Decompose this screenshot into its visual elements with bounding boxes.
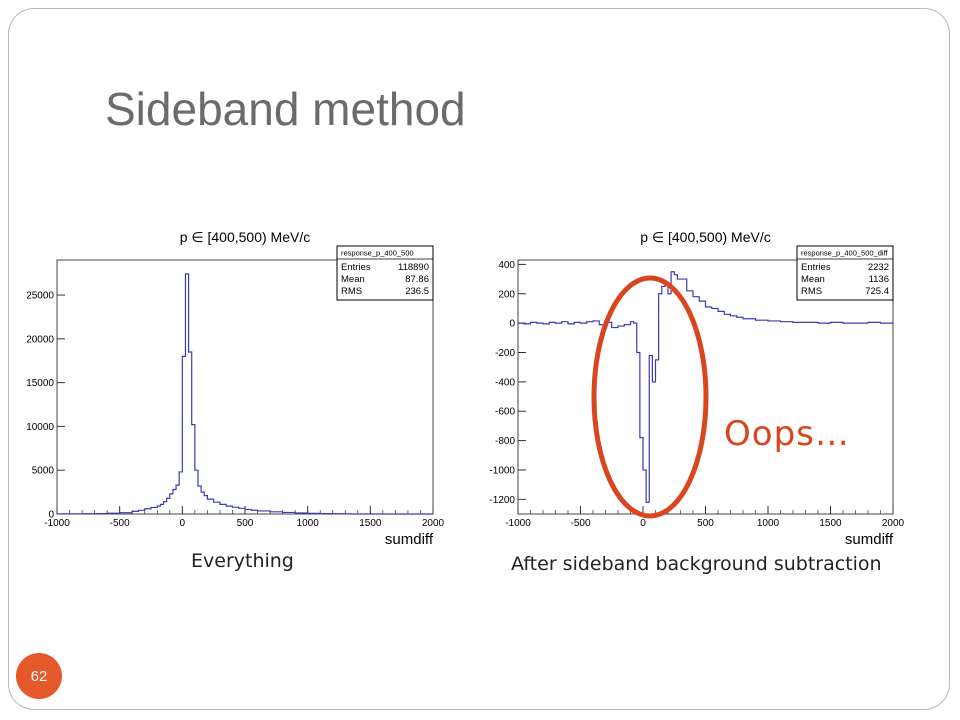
stats-value: 118890 (398, 262, 429, 273)
y-tick-label: 200 (498, 289, 515, 300)
y-tick-label: 5000 (32, 466, 55, 477)
y-tick-label: -1000 (489, 465, 515, 476)
stats-value: 2232 (868, 262, 889, 273)
y-tick-label: -200 (495, 348, 515, 359)
slide-title: Sideband method (105, 83, 466, 135)
x-tick-label: 1000 (757, 518, 780, 529)
caption-after-subtraction: After sideband background subtraction (511, 553, 882, 575)
stats-box (336, 245, 434, 301)
stats-value: 725.4 (865, 286, 889, 297)
page-number-badge: 62 (16, 653, 62, 699)
x-tick-label: 2000 (422, 518, 445, 529)
stats-value: 236.5 (405, 286, 429, 297)
stats-value: 1136 (869, 274, 889, 285)
y-tick-label: -600 (495, 407, 515, 418)
stats-label: Entries (801, 262, 831, 273)
x-axis-label: sumdiff (385, 531, 434, 548)
histogram-series (518, 271, 893, 503)
x-tick-label: 2000 (882, 518, 905, 529)
stats-label: RMS (341, 286, 362, 297)
x-tick-label: 1500 (359, 518, 382, 529)
y-tick-label: 15000 (26, 378, 54, 389)
caption-everything: Everything (191, 550, 294, 572)
x-tick-label: 0 (180, 518, 186, 529)
chart-title: p ∈ [400,500) MeV/c (180, 229, 310, 245)
x-tick-label: -1000 (44, 518, 70, 529)
stats-box (796, 245, 894, 301)
y-tick-label: -800 (495, 436, 515, 447)
x-tick-label: 1000 (297, 518, 320, 529)
x-tick-label: 0 (640, 518, 646, 529)
x-tick-label: -500 (110, 518, 130, 529)
y-tick-label: 25000 (26, 291, 54, 302)
stats-name: response_p_400_500_diff (801, 249, 889, 258)
x-tick-label: -1000 (505, 518, 531, 529)
histogram-series (57, 273, 433, 515)
x-tick-label: 500 (237, 518, 254, 529)
x-tick-label: 1500 (819, 518, 842, 529)
y-tick-label: -400 (495, 377, 515, 388)
chart-title: p ∈ [400,500) MeV/c (640, 229, 770, 245)
stats-value: 87.86 (405, 274, 429, 285)
x-tick-label: 500 (697, 518, 714, 529)
x-tick-label: -500 (570, 518, 590, 529)
slide-frame (8, 8, 950, 710)
y-tick-label: 10000 (26, 422, 54, 433)
stats-name: response_p_400_500 (341, 249, 414, 258)
stats-label: Entries (341, 262, 371, 273)
y-tick-label: 0 (509, 319, 515, 330)
oops-annotation: Oops… (724, 414, 850, 454)
stats-label: Mean (341, 274, 365, 285)
stats-label: Mean (801, 274, 825, 285)
y-tick-label: 20000 (26, 334, 54, 345)
stats-label: RMS (801, 286, 822, 297)
y-tick-label: 0 (48, 510, 54, 521)
y-tick-label: -1200 (489, 495, 515, 506)
x-axis-label: sumdiff (845, 531, 894, 548)
y-tick-label: 400 (498, 260, 515, 271)
